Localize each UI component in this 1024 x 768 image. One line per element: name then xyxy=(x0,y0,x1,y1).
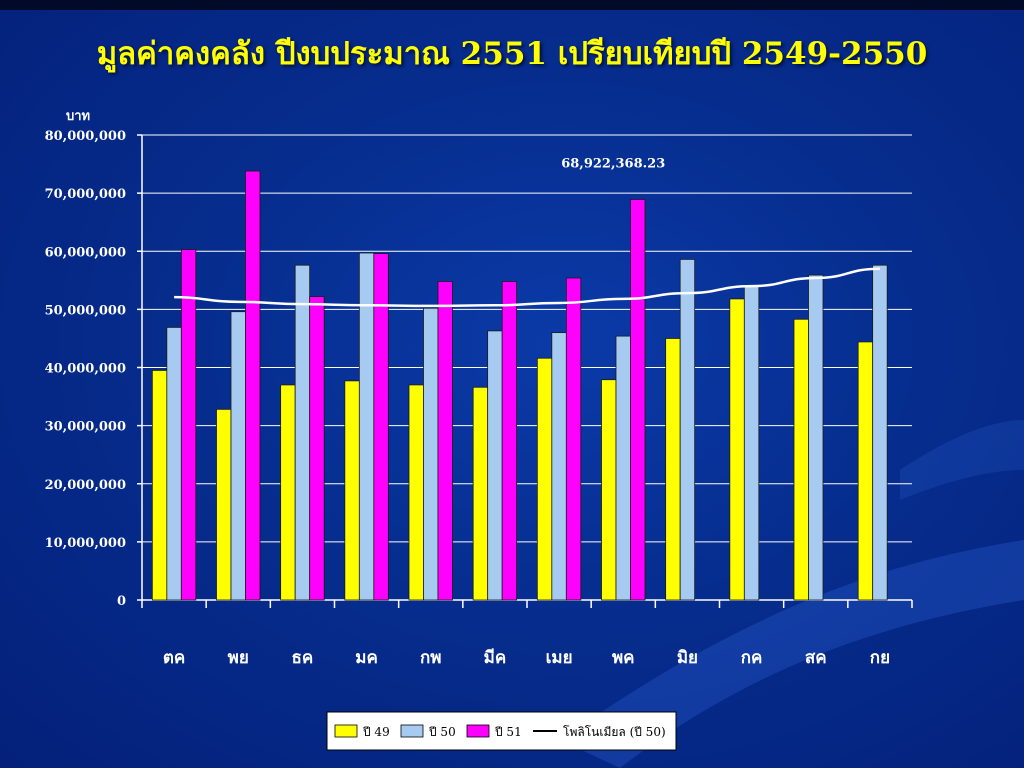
bar-1 xyxy=(601,379,617,601)
bar-1 xyxy=(151,370,168,601)
bar-2 xyxy=(872,264,888,601)
bar-1 xyxy=(472,386,489,601)
bar-3 xyxy=(180,249,197,601)
x-tick-label: ธค xyxy=(292,648,314,668)
bar-2 xyxy=(230,311,246,601)
y-tick-label: 40,000,000 xyxy=(45,362,126,377)
bar-3 xyxy=(437,281,453,601)
bar-2 xyxy=(423,307,439,601)
bar-1 xyxy=(729,298,745,601)
y-tick-label: 70,000,000 xyxy=(45,187,126,202)
bar-2 xyxy=(679,258,696,601)
x-tick-label: สค xyxy=(805,648,827,668)
y-axis-label: บาท xyxy=(66,109,90,124)
x-tick-label: มิย xyxy=(677,648,698,668)
y-tick-label: 10,000,000 xyxy=(45,536,126,551)
bar-2 xyxy=(808,274,824,601)
bar-2 xyxy=(743,285,760,601)
bar-1 xyxy=(857,341,874,601)
y-tick-label: 20,000,000 xyxy=(45,478,126,493)
x-tick-label: กพ xyxy=(420,648,442,668)
legend-label-1: ปี 49 xyxy=(362,725,389,739)
bar-2 xyxy=(551,332,567,601)
bar-2 xyxy=(294,264,311,601)
legend-label-3: ปี 51 xyxy=(494,725,521,739)
x-tick-label: พย xyxy=(228,648,249,668)
bar-1 xyxy=(344,380,360,601)
legend-box xyxy=(326,711,677,751)
bar-3 xyxy=(309,296,325,601)
data-label: 68,922,368.23 xyxy=(561,156,665,171)
bar-2 xyxy=(166,326,182,601)
bar-1 xyxy=(216,408,232,601)
legend-swatch-1 xyxy=(334,724,358,738)
y-tick-label: 60,000,000 xyxy=(45,245,126,260)
legend-swatch-3 xyxy=(466,724,490,738)
y-tick-label: 30,000,000 xyxy=(45,420,126,435)
y-tick-label: 0 xyxy=(117,594,126,609)
bar-3 xyxy=(630,198,646,601)
bar-3 xyxy=(373,253,389,601)
x-tick-label: กย xyxy=(870,648,890,668)
y-tick-label: 50,000,000 xyxy=(45,303,126,318)
bar-2 xyxy=(615,335,631,601)
bar-3 xyxy=(501,281,518,601)
trendline xyxy=(174,267,880,308)
page-title: มูลค่าคงคลัง ปีงบประมาณ 2551 เปรียบเทียบ… xyxy=(96,36,928,72)
bar-2 xyxy=(487,330,503,601)
legend-label-trendline: โพลิโนเมียล (ปี 50) xyxy=(563,725,666,739)
x-tick-label: มค xyxy=(355,648,378,668)
bar-1 xyxy=(536,357,553,601)
bar-3 xyxy=(245,170,261,601)
bar-1 xyxy=(665,338,681,601)
bar-3 xyxy=(565,277,582,601)
top-bar xyxy=(0,0,1024,10)
bar-1 xyxy=(280,384,296,601)
x-tick-label: กค xyxy=(741,648,763,668)
x-tick-label: ตค xyxy=(163,648,185,668)
y-tick-label: 80,000,000 xyxy=(45,129,126,144)
legend-label-2: ปี 50 xyxy=(428,725,455,739)
x-tick-label: มีค xyxy=(484,647,507,668)
legend-swatch-2 xyxy=(400,724,424,738)
bar-1 xyxy=(408,384,424,601)
x-tick-label: เมย xyxy=(546,648,573,668)
x-tick-label: พค xyxy=(612,648,635,668)
bar-1 xyxy=(793,318,809,601)
